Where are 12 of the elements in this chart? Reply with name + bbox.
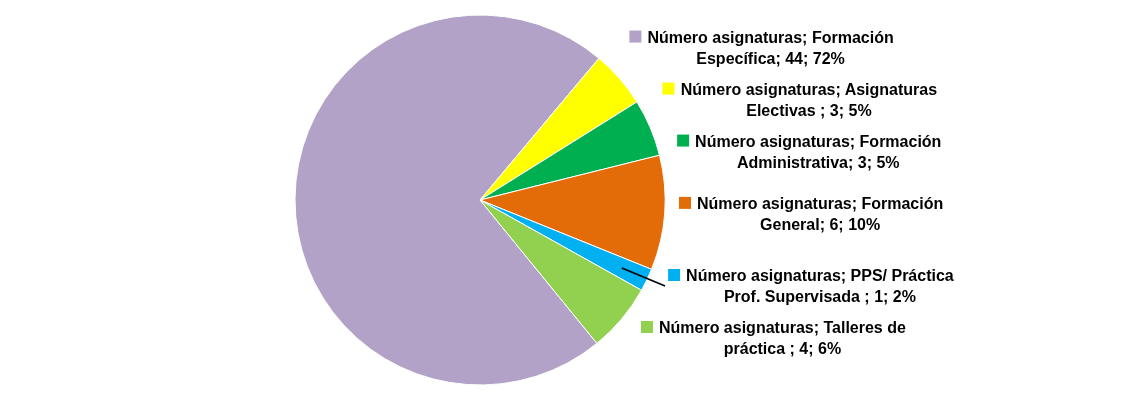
text: Número asignaturas; Formación	[695, 132, 942, 150]
category-label: Específica; 44; 72%	[696, 49, 845, 67]
category-label: General; 6; 10%	[760, 215, 881, 233]
text: Número asignaturas; Asignaturas	[680, 80, 938, 98]
category-label: Electivas ; 3; 5%	[746, 101, 872, 119]
category-label: Administrativa; 3; 5%	[736, 153, 900, 171]
text: Número asignaturas; Formación	[697, 194, 944, 212]
text: Número asignaturas; PPS/ Práctica	[686, 266, 954, 284]
text: Número asignaturas; Talleres de	[658, 318, 906, 336]
category-label: práctica ; 4; 6%	[723, 339, 842, 357]
category-label: Prof. Supervisada ; 1; 2%	[723, 287, 916, 305]
text: Número asignaturas; Formación	[647, 28, 894, 46]
